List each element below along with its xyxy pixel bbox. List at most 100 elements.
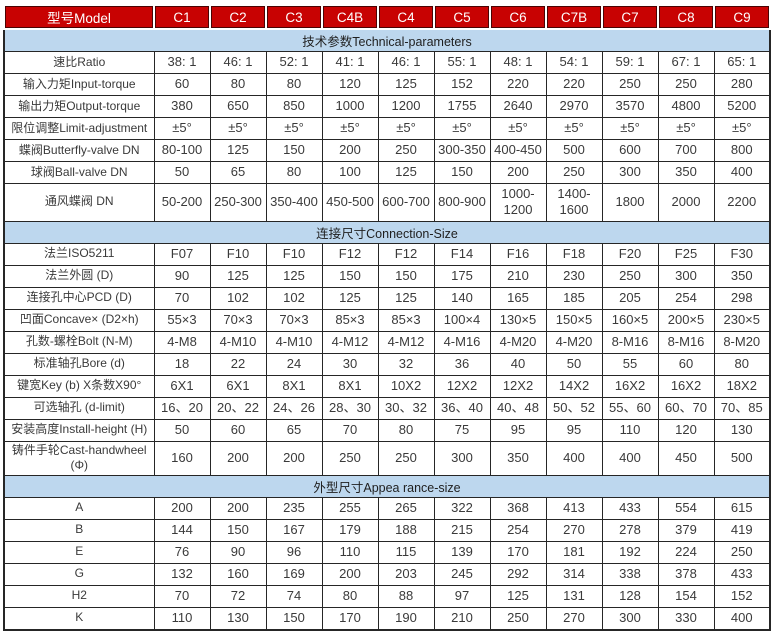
cell: 200: [209, 496, 267, 520]
cell: 80: [265, 161, 323, 184]
cell: 2970: [545, 95, 603, 118]
column-header-c9: C9: [713, 4, 771, 30]
cell: 169: [265, 562, 323, 586]
cell: 280: [713, 73, 771, 96]
cell: 48: 1: [489, 51, 547, 74]
cell: 800: [713, 139, 771, 162]
cell: 265: [377, 496, 435, 520]
cell: ±5°: [265, 117, 323, 140]
cell: 97: [433, 584, 491, 608]
cell: 278: [601, 518, 659, 542]
cell: 190: [377, 606, 435, 631]
row-label: 输出力矩Output-torque: [3, 95, 155, 118]
table-row: 铸件手轮Cast-handwheel (Φ) 160 200 200 250 250 300…: [3, 440, 771, 476]
table-row: B 144 150 167 179 188 215 254 270 278 379 419: [3, 518, 771, 542]
table-row: G 132 160 169 200 203 245 292 314 338 378 433: [3, 562, 771, 586]
cell: 200: [321, 139, 379, 162]
cell: 70×3: [209, 308, 267, 332]
cell: 254: [489, 518, 547, 542]
cell: 80: [321, 584, 379, 608]
cell: 59: 1: [601, 51, 659, 74]
row-label: 安装高度Install-height (H): [3, 418, 155, 442]
cell: 170: [489, 540, 547, 564]
cell: 8-M16: [601, 330, 659, 354]
cell: 270: [545, 518, 603, 542]
cell: 167: [265, 518, 323, 542]
column-header-c3: C3: [265, 4, 323, 30]
table-row: 通风蝶阀 DN 50-200 250-300 350-400 450-500 600-70…: [3, 183, 771, 222]
cell: 413: [545, 496, 603, 520]
cell: 95: [489, 418, 547, 442]
cell: ±5°: [713, 117, 771, 140]
table-row: 键宽Key (b) X条数X90° 6X1 6X1 8X1 8X1 10X2 12X2 12X…: [3, 374, 771, 398]
cell: 140: [433, 286, 491, 310]
cell: 200: [209, 440, 267, 476]
cell: 28、30: [321, 396, 379, 420]
cell: 185: [545, 286, 603, 310]
cell: 74: [265, 584, 323, 608]
cell: 12X2: [433, 374, 491, 398]
cell: 65: 1: [713, 51, 771, 74]
cell: ±5°: [321, 117, 379, 140]
cell: 255: [321, 496, 379, 520]
cell: F18: [545, 242, 603, 266]
cell: 75: [433, 418, 491, 442]
table-row: K 110 130 150 170 190 210 250 270 300 330 400: [3, 606, 771, 631]
cell: 96: [265, 540, 323, 564]
cell: 1400-1600: [545, 183, 603, 222]
cell: 350: [657, 161, 715, 184]
cell: 150×5: [545, 308, 603, 332]
cell: 50: [153, 418, 211, 442]
cell: 46: 1: [209, 51, 267, 74]
cell: 350: [713, 264, 771, 288]
cell: 8X1: [265, 374, 323, 398]
cell: 150: [433, 161, 491, 184]
cell: 65: [209, 161, 267, 184]
cell: 419: [713, 518, 771, 542]
row-label: 孔数-螺栓Bolt (N-M): [3, 330, 155, 354]
header-row: 型号Model C1 C2 C3 C4B C4 C5 C6 C7B C7 C8 C9: [3, 4, 771, 30]
cell: 125: [209, 264, 267, 288]
cell: 500: [545, 139, 603, 162]
cell: 70: [321, 418, 379, 442]
cell: 220: [489, 73, 547, 96]
cell: 55×3: [153, 308, 211, 332]
cell: 230×5: [713, 308, 771, 332]
cell: 128: [601, 584, 659, 608]
cell: 150: [209, 518, 267, 542]
row-label: 凹面Concave× (D2×h): [3, 308, 155, 332]
cell: 350-400: [265, 183, 323, 222]
cell: 165: [489, 286, 547, 310]
cell: 192: [601, 540, 659, 564]
cell: 110: [321, 540, 379, 564]
cell: 65: [265, 418, 323, 442]
cell: 250: [601, 73, 659, 96]
cell: 292: [489, 562, 547, 586]
cell: 368: [489, 496, 547, 520]
cell: 6X1: [153, 374, 211, 398]
cell: F12: [321, 242, 379, 266]
cell: 700: [657, 139, 715, 162]
cell: 40: [489, 352, 547, 376]
column-header-c8: C8: [657, 4, 715, 30]
cell: 181: [545, 540, 603, 564]
cell: ±5°: [601, 117, 659, 140]
cell: 3570: [601, 95, 659, 118]
section-row: 技术参数Technical-parameters: [3, 28, 771, 52]
cell: 338: [601, 562, 659, 586]
cell: 120: [657, 418, 715, 442]
cell: 80: [265, 73, 323, 96]
row-label: 蝶阀Butterfly-valve DN: [3, 139, 155, 162]
cell: 4-M20: [545, 330, 603, 354]
cell: 50: [153, 161, 211, 184]
cell: ±5°: [153, 117, 211, 140]
cell: 600-700: [377, 183, 435, 222]
cell: 175: [433, 264, 491, 288]
table-row: 连接孔中心PCD (D) 70 102 102 125 125 140 165 185 205 25…: [3, 286, 771, 310]
cell: 18X2: [713, 374, 771, 398]
cell: 12X2: [489, 374, 547, 398]
cell: 150: [321, 264, 379, 288]
cell: 4-M10: [209, 330, 267, 354]
cell: 300: [433, 440, 491, 476]
cell: 188: [377, 518, 435, 542]
